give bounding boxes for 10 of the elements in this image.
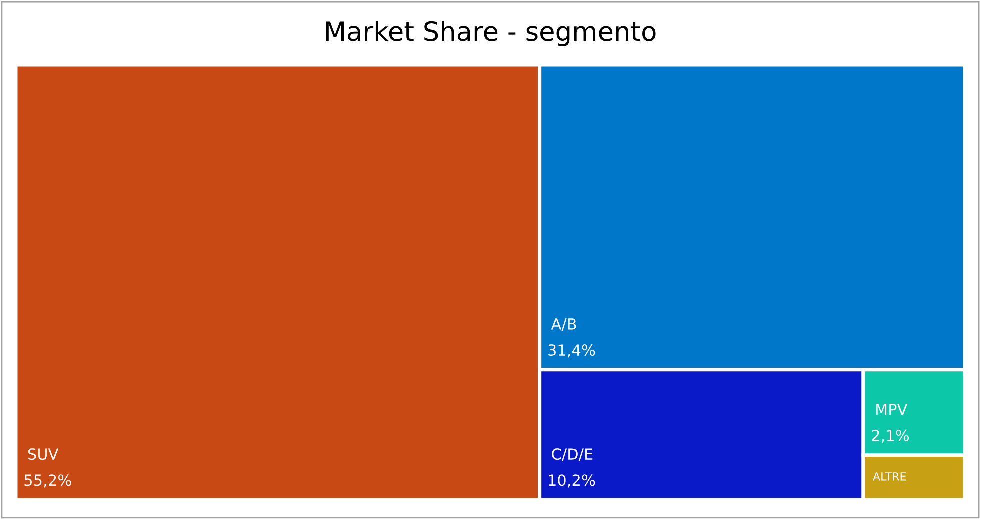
- category-label: A/B: [551, 318, 576, 332]
- data-label: 55,2%: [24, 474, 72, 488]
- category-label: C/D/E: [552, 448, 593, 462]
- category-label: SUV: [28, 448, 59, 460]
- data-label: 2,1%: [872, 430, 910, 443]
- data-label: 10,2%: [549, 474, 596, 488]
- category-label: ALTRE: [873, 472, 906, 481]
- text: Market Share - segmento: [326, 20, 656, 47]
- data-label: 31,4%: [548, 344, 596, 358]
- category-label: MPV: [876, 404, 908, 416]
